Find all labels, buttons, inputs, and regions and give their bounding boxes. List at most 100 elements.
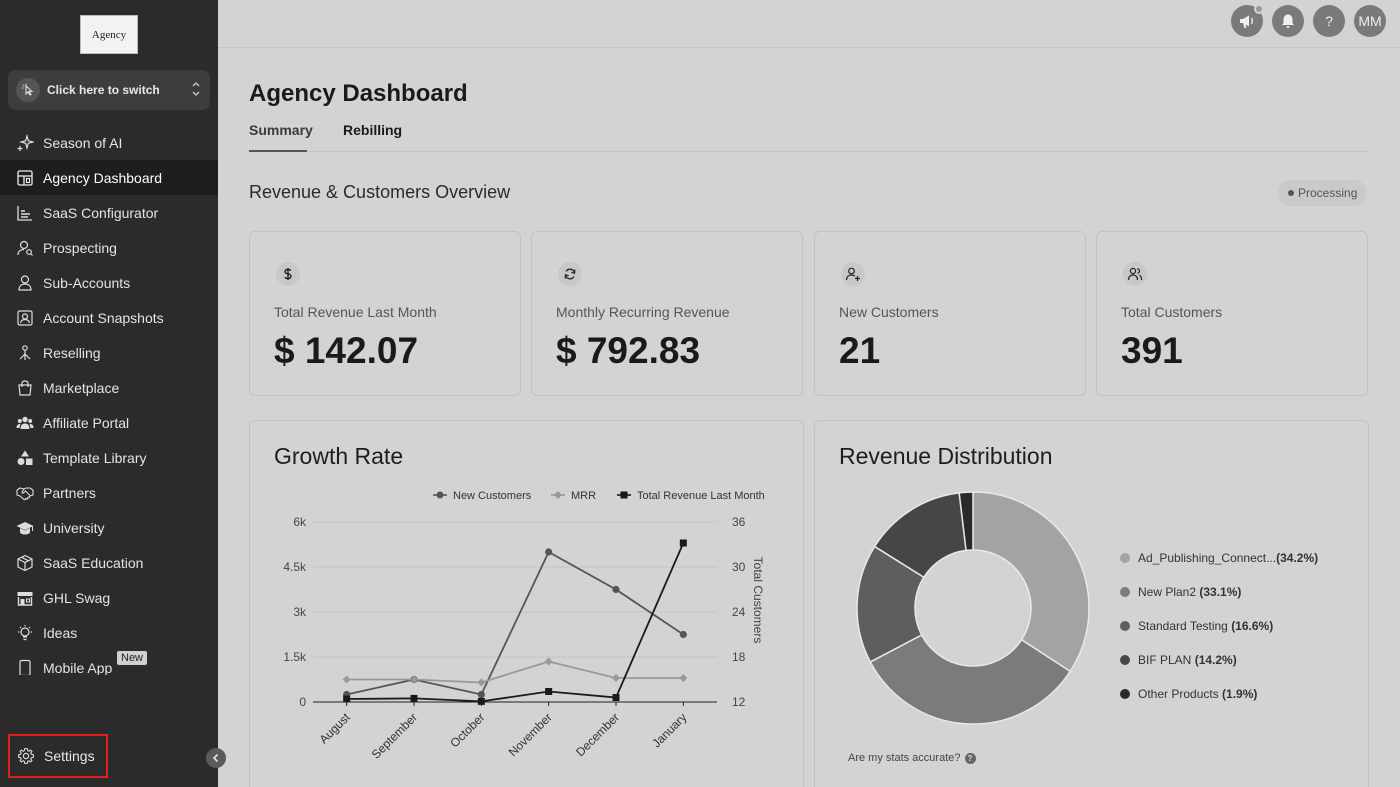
y-right-tick-label: 24 bbox=[732, 605, 746, 619]
logo-text: Agency bbox=[91, 28, 127, 41]
sidebar-item-prospecting[interactable]: Prospecting bbox=[0, 230, 218, 265]
settings-label: Settings bbox=[44, 748, 95, 764]
reselling-icon bbox=[16, 344, 34, 362]
kpi-label: New Customers bbox=[839, 304, 939, 320]
legend-item: Standard Testing (16.6%) bbox=[1120, 619, 1273, 633]
user-avatar[interactable]: MM bbox=[1354, 5, 1386, 37]
sidebar-item-saas-education[interactable]: SaaS Education bbox=[0, 545, 218, 580]
sidebar-item-label: SaaS Configurator bbox=[43, 204, 159, 221]
legend-swatch bbox=[1120, 689, 1130, 699]
shapes-icon bbox=[16, 449, 34, 467]
sidebar-item-label: Prospecting bbox=[43, 239, 117, 256]
panel-title: Revenue Distribution bbox=[839, 443, 1053, 469]
sidebar-item-label: Agency Dashboard bbox=[43, 169, 163, 186]
snapshot-icon bbox=[16, 309, 34, 327]
handshake-icon bbox=[16, 484, 34, 502]
legend-item: Other Products (1.9%) bbox=[1120, 687, 1257, 701]
announcements-button[interactable] bbox=[1231, 4, 1264, 37]
legend-item: Ad_Publishing_Connect... (34.2%) bbox=[1120, 551, 1318, 565]
sidebar-item-sub-accounts[interactable]: Sub-Accounts bbox=[0, 265, 218, 300]
chevron-left-icon bbox=[212, 753, 219, 763]
legend-marker bbox=[620, 491, 628, 499]
agency-logo[interactable]: Agency bbox=[80, 15, 138, 54]
y-right-tick-label: 36 bbox=[732, 515, 746, 529]
sidebar-item-ideas[interactable]: Ideas bbox=[0, 615, 218, 650]
sidebar-item-template-library[interactable]: Template Library bbox=[0, 440, 218, 475]
sidebar-item-partners[interactable]: Partners bbox=[0, 475, 218, 510]
question-icon: ? bbox=[964, 752, 976, 764]
legend-name: BIF PLAN bbox=[1138, 653, 1192, 667]
kpi-value: 391 bbox=[1121, 330, 1183, 371]
donut-slice bbox=[958, 491, 974, 552]
switcher-label: Click here to switch bbox=[47, 83, 160, 97]
stats-accuracy-link[interactable]: Are my stats accurate? ? bbox=[848, 752, 976, 764]
x-tick-label: September bbox=[369, 710, 420, 761]
kpi-label: Monthly Recurring Revenue bbox=[556, 304, 730, 320]
status-badge: Processing bbox=[1278, 180, 1368, 206]
legend-label: Total Revenue Last Month bbox=[637, 490, 765, 502]
settings-button[interactable]: Settings bbox=[8, 734, 108, 778]
sidebar: Agency Click here to switch Season of AI… bbox=[0, 0, 218, 787]
help-button[interactable]: ? bbox=[1313, 5, 1345, 37]
data-point bbox=[545, 688, 553, 695]
top-bar: ? MM bbox=[218, 0, 1400, 48]
bell-icon bbox=[1282, 14, 1294, 28]
kpi-card-new-customers: New Customers 21 bbox=[814, 231, 1086, 396]
sidebar-item-university[interactable]: University bbox=[0, 510, 218, 545]
y-left-tick-label: 6k bbox=[293, 515, 307, 529]
y-right-tick-label: 30 bbox=[732, 560, 746, 574]
megaphone-icon bbox=[1240, 15, 1253, 28]
series-line bbox=[346, 542, 685, 703]
revenue-distribution-chart bbox=[856, 491, 1090, 725]
legend-label: New Customers bbox=[453, 490, 532, 502]
data-point bbox=[342, 675, 351, 684]
donut-slice bbox=[869, 633, 1072, 725]
sidebar-item-marketplace[interactable]: Marketplace bbox=[0, 370, 218, 405]
sidebar-item-account-snapshots[interactable]: Account Snapshots bbox=[0, 300, 218, 335]
status-dot bbox=[1288, 190, 1294, 196]
kpi-card-mrr: Monthly Recurring Revenue $ 792.83 bbox=[531, 231, 803, 396]
legend-marker bbox=[436, 491, 444, 499]
sidebar-item-label: Affiliate Portal bbox=[43, 414, 130, 431]
y-right-tick-label: 12 bbox=[732, 695, 746, 709]
tab-summary[interactable]: Summary bbox=[249, 122, 313, 152]
sidebar-item-affiliate-portal[interactable]: Affiliate Portal bbox=[0, 405, 218, 440]
legend-name: Other Products bbox=[1138, 687, 1219, 701]
y-right-axis-label: Total Customers bbox=[751, 557, 765, 644]
x-tick-label: August bbox=[316, 710, 353, 747]
users-group-icon bbox=[16, 414, 34, 432]
sidebar-item-reselling[interactable]: Reselling bbox=[0, 335, 218, 370]
collapse-sidebar-button[interactable] bbox=[206, 748, 226, 768]
sidebar-item-saas-configurator[interactable]: SaaS Configurator bbox=[0, 195, 218, 230]
sidebar-item-agency-dashboard[interactable]: Agency Dashboard bbox=[0, 160, 218, 195]
series-line bbox=[346, 660, 684, 684]
legend-label: MRR bbox=[571, 490, 596, 502]
refresh-icon bbox=[558, 262, 582, 286]
legend-swatch bbox=[1120, 587, 1130, 597]
kpi-value: $ 792.83 bbox=[556, 330, 701, 371]
data-point bbox=[477, 678, 486, 687]
data-point bbox=[477, 697, 485, 705]
legend-pct: (14.2%) bbox=[1194, 653, 1237, 667]
legend-marker bbox=[554, 491, 562, 499]
avatar-initials: MM bbox=[1358, 13, 1382, 29]
lightbulb-icon bbox=[16, 624, 34, 642]
x-tick-label: December bbox=[573, 710, 622, 759]
legend-name: Standard Testing bbox=[1138, 619, 1228, 633]
sidebar-item-mobile-app[interactable]: Mobile App New bbox=[0, 650, 218, 675]
shopping-bag-icon bbox=[16, 379, 34, 397]
new-badge: New bbox=[117, 651, 148, 665]
account-switcher[interactable]: Click here to switch bbox=[8, 70, 210, 110]
sidebar-item-label: Sub-Accounts bbox=[43, 274, 131, 291]
sidebar-item-label: Partners bbox=[43, 484, 96, 501]
sidebar-item-ghl-swag[interactable]: GHL Swag bbox=[0, 580, 218, 615]
chart-bars-icon bbox=[16, 204, 34, 222]
stats-note: Are my stats accurate? bbox=[848, 752, 961, 764]
dashboard-tabs: Summary Rebilling bbox=[249, 122, 1369, 152]
kpi-label: Total Customers bbox=[1121, 304, 1223, 320]
tab-rebilling[interactable]: Rebilling bbox=[343, 122, 403, 138]
y-left-tick-label: 3k bbox=[293, 605, 307, 619]
sidebar-item-season-of-ai[interactable]: Season of AI bbox=[0, 125, 218, 160]
notifications-button[interactable] bbox=[1272, 5, 1304, 37]
sidebar-item-label: SaaS Education bbox=[43, 554, 144, 571]
